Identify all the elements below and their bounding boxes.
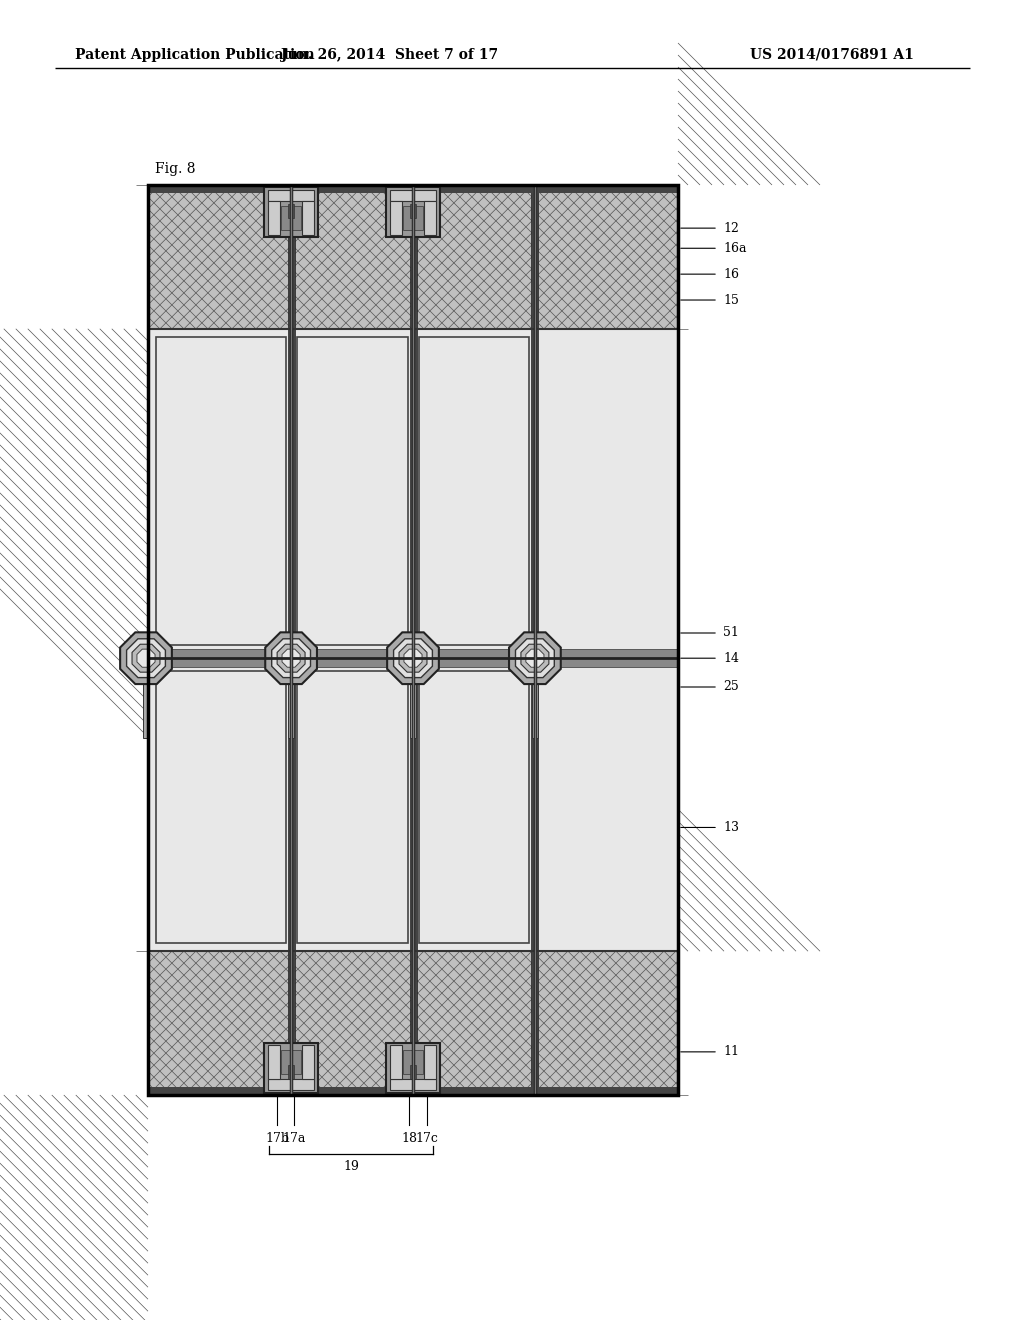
Bar bbox=[156, 671, 286, 944]
Bar bbox=[264, 187, 318, 238]
Polygon shape bbox=[120, 632, 172, 684]
Text: 13: 13 bbox=[723, 821, 739, 834]
Text: Jun. 26, 2014  Sheet 7 of 17: Jun. 26, 2014 Sheet 7 of 17 bbox=[282, 48, 499, 62]
Bar bbox=[390, 1045, 402, 1078]
Text: 15: 15 bbox=[723, 293, 739, 306]
Bar bbox=[410, 684, 416, 738]
Bar bbox=[410, 185, 417, 1096]
Bar bbox=[402, 1051, 423, 1074]
Text: 17c: 17c bbox=[416, 1133, 438, 1144]
Bar bbox=[386, 187, 440, 238]
Text: 12: 12 bbox=[723, 222, 739, 235]
Text: 17b: 17b bbox=[265, 1133, 289, 1144]
Bar bbox=[402, 206, 423, 230]
Text: 25: 25 bbox=[723, 681, 738, 693]
Polygon shape bbox=[521, 644, 549, 672]
Text: 17a: 17a bbox=[283, 1133, 306, 1144]
Polygon shape bbox=[265, 632, 317, 684]
Bar bbox=[148, 952, 678, 1096]
Polygon shape bbox=[515, 639, 554, 677]
Text: 18: 18 bbox=[401, 1133, 417, 1144]
Bar bbox=[390, 190, 436, 201]
Bar bbox=[288, 185, 295, 1096]
Polygon shape bbox=[137, 649, 155, 667]
Bar bbox=[148, 185, 678, 193]
Bar bbox=[531, 684, 538, 738]
Bar bbox=[424, 201, 436, 235]
Text: 16: 16 bbox=[723, 268, 739, 281]
Bar bbox=[148, 649, 678, 667]
Polygon shape bbox=[132, 644, 160, 672]
Bar bbox=[302, 1045, 314, 1078]
Polygon shape bbox=[526, 649, 544, 667]
Bar bbox=[288, 1065, 294, 1080]
Text: 16a: 16a bbox=[723, 242, 746, 255]
Text: 11: 11 bbox=[723, 1045, 739, 1059]
Bar bbox=[390, 201, 402, 235]
Bar bbox=[143, 684, 150, 738]
Polygon shape bbox=[393, 639, 432, 677]
Polygon shape bbox=[127, 639, 166, 677]
Bar bbox=[281, 1051, 301, 1074]
Text: US 2014/0176891 A1: US 2014/0176891 A1 bbox=[750, 48, 913, 62]
Polygon shape bbox=[403, 649, 422, 667]
Bar bbox=[268, 201, 280, 235]
Polygon shape bbox=[278, 644, 305, 672]
Bar bbox=[297, 337, 408, 645]
Bar bbox=[288, 205, 294, 218]
Bar bbox=[148, 329, 678, 952]
Polygon shape bbox=[282, 649, 300, 667]
Bar bbox=[288, 684, 294, 738]
Bar bbox=[410, 205, 416, 218]
Bar bbox=[424, 1045, 436, 1078]
Polygon shape bbox=[271, 639, 310, 677]
Bar bbox=[419, 671, 529, 944]
Bar bbox=[390, 1078, 436, 1090]
Bar bbox=[281, 206, 301, 230]
Bar bbox=[148, 185, 678, 1096]
Bar bbox=[148, 185, 678, 329]
Bar bbox=[268, 190, 314, 201]
Polygon shape bbox=[399, 644, 427, 672]
Bar bbox=[386, 1043, 440, 1093]
Bar bbox=[264, 1043, 318, 1093]
Text: 19: 19 bbox=[343, 1160, 359, 1173]
Bar bbox=[148, 185, 678, 1096]
Polygon shape bbox=[387, 632, 439, 684]
Bar bbox=[410, 1065, 416, 1080]
Polygon shape bbox=[509, 632, 561, 684]
Bar bbox=[297, 671, 408, 944]
Text: 51: 51 bbox=[723, 627, 739, 639]
Bar bbox=[531, 185, 539, 1096]
Text: Fig. 8: Fig. 8 bbox=[155, 162, 196, 176]
Bar bbox=[302, 201, 314, 235]
Bar bbox=[268, 1045, 280, 1078]
Bar bbox=[268, 1078, 314, 1090]
Bar bbox=[148, 1086, 678, 1096]
Text: 14: 14 bbox=[723, 652, 739, 665]
Bar bbox=[156, 337, 286, 645]
Text: Patent Application Publication: Patent Application Publication bbox=[75, 48, 314, 62]
Bar bbox=[419, 337, 529, 645]
